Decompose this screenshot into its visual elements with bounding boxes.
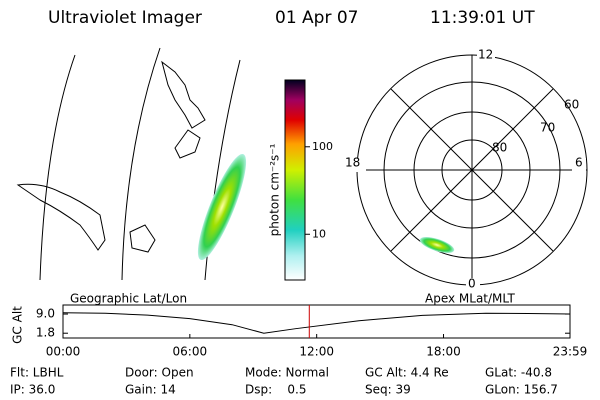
- info-field: Seq: 39: [365, 383, 411, 397]
- x-tick-label: 12:00: [299, 345, 334, 359]
- strip-ylabel: GC Alt: [11, 306, 25, 344]
- colorbar: [284, 79, 306, 281]
- coast: [174, 129, 201, 159]
- coast: [129, 224, 156, 253]
- mlt-label: 6: [575, 156, 583, 170]
- meridian: [121, 47, 161, 281]
- x-tick-label: 23:59: [553, 345, 588, 359]
- info-field: Door: Open: [125, 366, 194, 380]
- mlt-label: 18: [345, 156, 360, 170]
- aurora: [419, 237, 455, 253]
- coast: [161, 60, 206, 129]
- title-instrument: Ultraviolet Imager: [48, 8, 202, 28]
- title-date: 01 Apr 07: [275, 8, 358, 28]
- colorbar-tick-label: 10: [312, 227, 326, 240]
- info-field: IP: 36.0: [10, 383, 55, 397]
- lat-label: 80: [492, 141, 507, 155]
- lat-label: 70: [540, 121, 555, 135]
- altitude-line: [62, 312, 571, 334]
- info-field: GLat: -40.8: [485, 366, 552, 380]
- lat-label: 60: [564, 98, 579, 112]
- map: [16, 47, 241, 281]
- polar-plot: [356, 54, 588, 286]
- mlt-label: 12: [478, 48, 493, 62]
- title-time: 11:39:01 UT: [430, 8, 535, 28]
- info-field: GLon: 156.7: [485, 383, 558, 397]
- strip-right-label: Apex MLat/MLT: [425, 292, 515, 306]
- info-field: GC Alt: 4.4 Re: [365, 366, 449, 380]
- y-tick-label: 9.0: [36, 307, 55, 321]
- strip-left-label: Geographic Lat/Lon: [70, 292, 187, 306]
- strip-frame: [62, 304, 571, 339]
- meridian: [39, 54, 76, 281]
- colorbar-label: photon cm⁻²s⁻¹: [268, 143, 282, 236]
- x-tick-label: 18:00: [426, 345, 461, 359]
- aurora: [197, 153, 247, 261]
- coast: [16, 183, 106, 251]
- mlt-label: 0: [468, 277, 476, 291]
- info-field: Flt: LBHL: [10, 366, 64, 380]
- x-tick-label: 06:00: [173, 345, 208, 359]
- y-tick-label: 1.8: [36, 326, 55, 340]
- info-field: Mode: Normal: [245, 366, 329, 380]
- x-tick-label: 00:00: [46, 345, 81, 359]
- colorbar-tick-label: 100: [312, 140, 333, 153]
- info-field: Gain: 14: [125, 383, 176, 397]
- info-field: Dsp: 0.5: [245, 383, 307, 397]
